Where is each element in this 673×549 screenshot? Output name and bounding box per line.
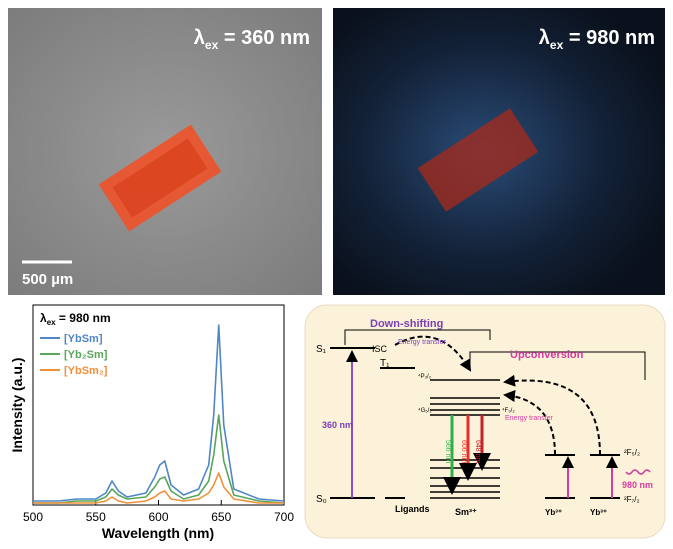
y-axis-title: Intensity (a.u.)	[9, 358, 25, 453]
x-tick-label: 550	[86, 510, 106, 524]
photo-label: λex = 980 nm	[539, 27, 655, 52]
x-axis-title: Wavelength (nm)	[102, 525, 214, 541]
section-title: Upconversion	[510, 349, 584, 361]
arrow	[503, 374, 601, 456]
legend-label: [Yb₂Sm]	[64, 349, 108, 361]
photo-label: λex = 360 nm	[194, 27, 310, 52]
diagram-box	[304, 304, 666, 539]
label: ISC	[372, 344, 388, 354]
x-tick-label: 650	[211, 510, 231, 524]
label: Yb³⁺	[545, 508, 562, 517]
level-label: ⁴F₃/₂	[502, 407, 515, 414]
label: Energy transfer	[505, 415, 554, 422]
label: 648 nm	[474, 440, 481, 464]
level-label: ⁴G₅/₂	[418, 407, 432, 414]
level-label: ²F₅/₂	[624, 448, 640, 457]
bracket	[344, 329, 491, 345]
label: Ligands	[395, 504, 430, 514]
section-title: Down-shifting	[370, 318, 443, 330]
annotation: λex = 980 nm	[40, 311, 111, 327]
series-line	[33, 472, 284, 504]
level-label: ⁴P₃/₂	[418, 373, 432, 380]
legend-label: [YbSm₂]	[64, 365, 108, 377]
label: Energy transfer	[398, 339, 447, 346]
label: Sm³⁺	[455, 507, 477, 517]
label: Yb³⁺	[590, 508, 607, 517]
x-tick-label: 600	[148, 510, 168, 524]
label: 606 nm	[460, 440, 467, 464]
spectrum-chart: λex = 980 nm Wavelength (nm) Intensity (…	[9, 304, 294, 541]
scale-label: 500 µm	[22, 271, 73, 288]
level-label: S₀	[316, 494, 327, 505]
label: 980 nm	[622, 480, 653, 490]
arrow	[394, 335, 472, 372]
level-label: T₁	[380, 358, 390, 369]
energy-diagram: Down-shifting Upconversion S₁ T₁ S₀ ISC …	[304, 304, 666, 539]
wave	[625, 469, 651, 475]
crystal	[98, 124, 222, 232]
x-tick-label: 700	[274, 510, 294, 524]
x-tick-label: 500	[23, 510, 43, 524]
level-label: S₁	[316, 344, 327, 355]
level-label: ²F₇/₂	[624, 495, 640, 504]
arrow	[503, 390, 556, 456]
legend-label: [YbSm]	[64, 333, 103, 345]
label: 360 nm	[322, 420, 353, 430]
sm-levels	[430, 379, 500, 499]
series-line	[33, 414, 285, 504]
series-line	[33, 324, 285, 502]
label: 566 nm	[444, 440, 451, 464]
crystal	[417, 108, 539, 212]
